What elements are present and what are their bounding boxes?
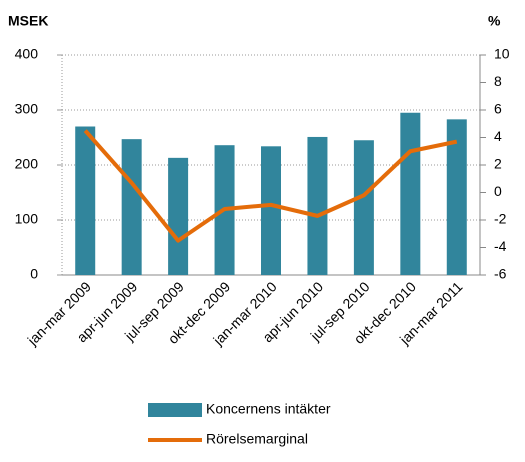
y2-tick-label: 8 — [494, 73, 502, 89]
bar — [446, 119, 467, 275]
legend-label: Koncernens intäkter — [206, 401, 331, 417]
bar — [121, 139, 142, 275]
y2-tick-label: -6 — [494, 266, 507, 282]
y-axis-label: MSEK — [8, 13, 48, 29]
legend-label: Rörelsemarginal — [206, 431, 308, 447]
y2-tick-label: -4 — [494, 238, 507, 254]
y2-tick-label: 4 — [494, 128, 502, 144]
y2-tick-label: -2 — [494, 211, 507, 227]
y-tick-label: 400 — [15, 46, 39, 62]
y-tick-label: 300 — [15, 101, 39, 117]
y2-tick-label: 2 — [494, 156, 502, 172]
y2-tick-label: 6 — [494, 101, 502, 117]
y2-tick-label: 10 — [494, 46, 510, 62]
bar — [307, 136, 328, 275]
legend-swatch — [148, 403, 202, 417]
line — [83, 129, 458, 243]
bar — [75, 126, 96, 275]
bar — [261, 146, 281, 275]
bar — [168, 157, 189, 275]
bar — [400, 112, 421, 275]
y-tick-label: 100 — [15, 211, 39, 227]
y2-axis-label: % — [488, 13, 501, 29]
y-tick-label: 200 — [15, 156, 39, 172]
y-tick-label: 0 — [30, 266, 38, 282]
y2-tick-label: 0 — [494, 183, 502, 199]
bar — [353, 140, 374, 275]
